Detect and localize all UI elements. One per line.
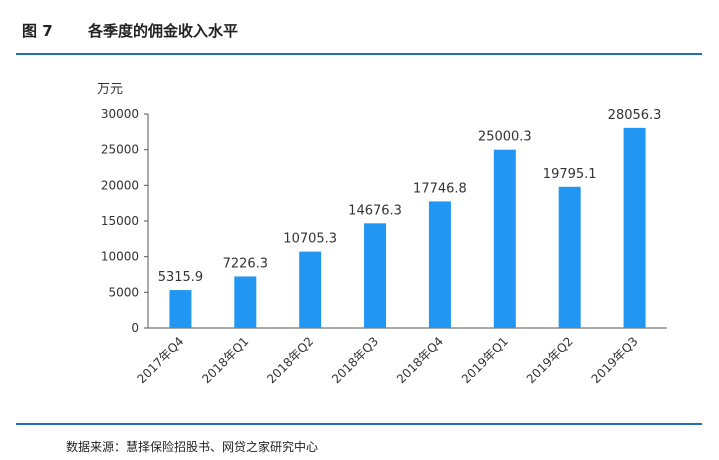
bar-value-label: 25000.3 bbox=[478, 130, 532, 145]
bar bbox=[493, 149, 516, 328]
source-note: 数据来源：慧择保险招股书、网贷之家研究中心 bbox=[66, 440, 319, 454]
bar bbox=[234, 276, 257, 328]
bar bbox=[428, 201, 451, 328]
bar bbox=[558, 186, 581, 328]
data-labels-group: 5315.9 7226.3 10705.3 14676.3 17746.8 25000.3… bbox=[158, 108, 662, 285]
x-axis-labels: 2017年Q4 2018年Q1 2018年Q2 2018年Q3 2018年Q4 2019年… bbox=[134, 334, 640, 386]
bar bbox=[364, 223, 387, 328]
y-axis-ticks: 0 5000 10000 15000 20000 25000 30000 bbox=[101, 107, 148, 335]
y-axis-unit: 万元 bbox=[97, 82, 123, 97]
bar-value-label: 19795.1 bbox=[543, 167, 597, 182]
bar-value-label: 17746.8 bbox=[413, 181, 467, 196]
x-tick-label: 2018年Q2 bbox=[264, 334, 316, 386]
bar bbox=[169, 290, 192, 328]
figure-number: 图 7 bbox=[22, 22, 53, 40]
bars-group bbox=[169, 127, 646, 329]
x-tick-label: 2018年Q1 bbox=[199, 334, 251, 386]
bar-value-label: 5315.9 bbox=[158, 270, 204, 285]
y-tick-label: 15000 bbox=[101, 214, 139, 228]
figure-title: 各季度的佣金收入水平 bbox=[88, 22, 239, 40]
bar bbox=[299, 251, 322, 328]
x-tick-label: 2019年Q1 bbox=[459, 334, 511, 386]
bar-value-label: 10705.3 bbox=[283, 232, 337, 247]
bar-value-label: 28056.3 bbox=[608, 108, 662, 123]
y-tick-label: 10000 bbox=[101, 250, 139, 264]
y-tick-label: 30000 bbox=[101, 107, 139, 121]
y-tick-label: 0 bbox=[131, 321, 139, 335]
x-tick-label: 2019年Q2 bbox=[524, 334, 576, 386]
x-tick-label: 2019年Q3 bbox=[589, 334, 641, 386]
footer-rule bbox=[16, 423, 702, 425]
x-tick-label: 2018年Q3 bbox=[329, 334, 381, 386]
bar bbox=[623, 127, 646, 329]
y-tick-label: 25000 bbox=[101, 143, 139, 157]
header-rule bbox=[16, 53, 702, 55]
x-tick-label: 2017年Q4 bbox=[134, 334, 186, 386]
x-tick-label: 2018年Q4 bbox=[394, 334, 446, 386]
bar-value-label: 7226.3 bbox=[223, 256, 269, 271]
bar-value-label: 14676.3 bbox=[348, 203, 402, 218]
y-tick-label: 20000 bbox=[101, 178, 139, 192]
figure-header: 图 7 各季度的佣金收入水平 bbox=[0, 0, 719, 56]
bar-chart: 万元 0 5000 10000 15000 20000 25000 30000 5315.9… bbox=[97, 82, 667, 386]
y-tick-label: 5000 bbox=[108, 285, 139, 299]
